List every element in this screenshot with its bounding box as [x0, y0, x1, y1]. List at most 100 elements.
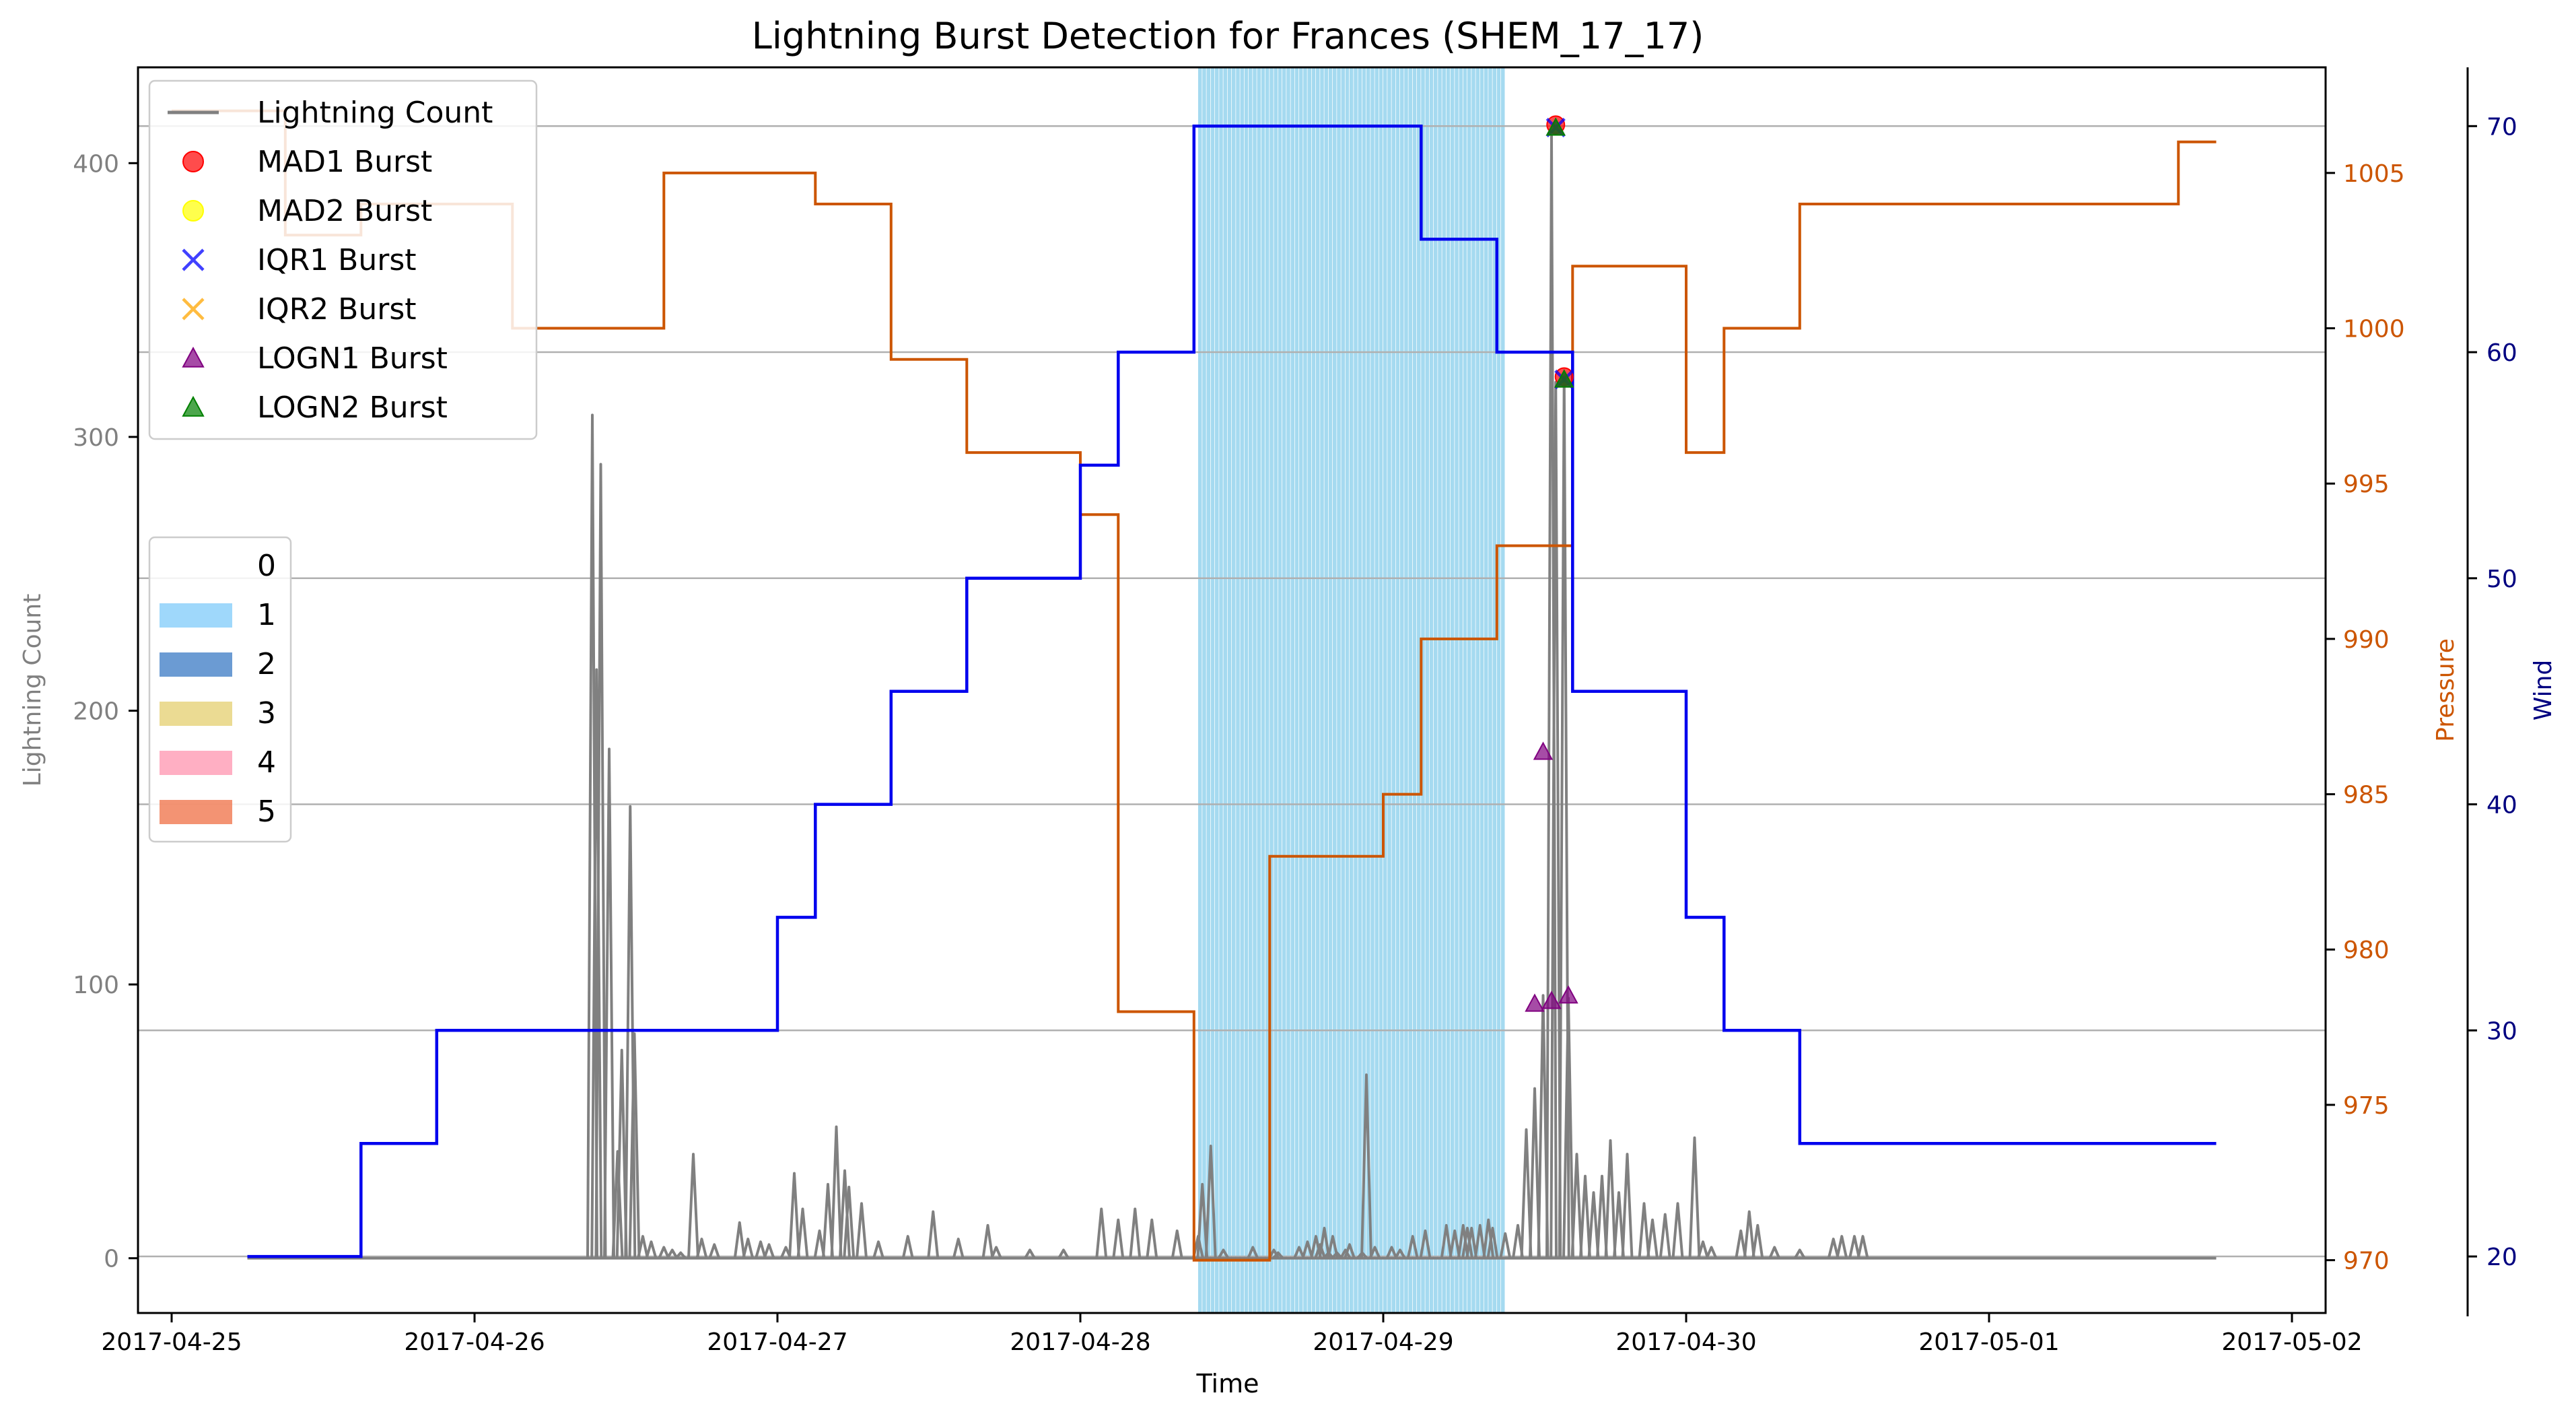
lightning-spike: [952, 1238, 965, 1259]
pressure-axis: 970 975 980 985 990 995 1000 1005: [2326, 160, 2405, 1275]
lightning-spike: [1671, 1202, 1684, 1258]
lightning-spike: [1499, 1232, 1512, 1259]
lightning-spike: [1129, 1207, 1142, 1258]
x-tick-label: 2017-05-02: [2221, 1328, 2362, 1356]
legend-label: MAD2 Burst: [257, 194, 432, 228]
lightning-axis-label: Lightning Count: [19, 594, 46, 787]
lightning-spike: [637, 1235, 649, 1259]
x-tick-label: 2017-04-25: [101, 1328, 242, 1356]
lightning-spike: [1529, 1087, 1541, 1258]
category-band-strip: [1294, 67, 1299, 1313]
lightning-spike: [594, 463, 607, 1258]
lightning-spike: [742, 1238, 755, 1259]
lightning-spike: [628, 1032, 641, 1258]
category-band-strip: [1374, 67, 1379, 1313]
category-band-strip: [1303, 67, 1307, 1313]
category-band-strip: [1480, 67, 1484, 1313]
lightning-spike: [1836, 1235, 1848, 1259]
category-label: 0: [257, 549, 276, 583]
pressure-tick-label: 990: [2343, 626, 2390, 654]
lightning-spike: [1394, 1248, 1406, 1259]
category-band-strip: [1278, 67, 1282, 1313]
category-band-strip: [1333, 67, 1337, 1313]
lightning-spike: [1272, 1251, 1284, 1259]
legend-marker-3: [182, 248, 205, 271]
lightning-spike: [856, 1202, 868, 1258]
lightning-spike: [1550, 380, 1562, 1258]
category-band-strip: [1366, 67, 1370, 1313]
category-band-strip: [1425, 67, 1429, 1313]
category-band-strip: [1223, 67, 1227, 1313]
lightning-spike: [788, 1172, 800, 1258]
category-band-strip: [1370, 67, 1374, 1313]
lightning-spike: [1339, 1248, 1352, 1259]
category-swatch: [160, 800, 232, 824]
lightning-spike: [1570, 1153, 1583, 1258]
lightning-spike: [822, 1182, 834, 1258]
lightning-spike: [1095, 1207, 1108, 1258]
lightning-spike: [843, 1185, 856, 1258]
legend-label: LOGN2 Burst: [257, 391, 448, 425]
lightning-spike: [1735, 1229, 1747, 1259]
lightning-spike: [1638, 1202, 1650, 1258]
lightning-spike: [1751, 1223, 1764, 1258]
pressure-axis-label: Pressure: [2432, 638, 2460, 742]
category-band-strip: [1240, 67, 1244, 1313]
category-band-strip: [1215, 67, 1219, 1313]
lightning-series: [247, 134, 2217, 1260]
lightning-spike: [1360, 1073, 1372, 1258]
lightning-spike: [1587, 1191, 1600, 1258]
category-band-strip: [1446, 67, 1451, 1313]
legend-label: Lightning Count: [257, 96, 493, 130]
lightning-spike: [611, 1150, 624, 1258]
category-band-strip: [1412, 67, 1417, 1313]
lightning-spike: [687, 1153, 699, 1258]
lightning-tick-label: 0: [104, 1246, 119, 1273]
legend-label: LOGN1 Burst: [257, 341, 448, 376]
lightning-spike: [1646, 1218, 1659, 1258]
wind-axis-label: Wind: [2530, 660, 2557, 720]
category-label: 5: [257, 795, 276, 829]
pressure-tick-label: 1000: [2343, 316, 2405, 343]
lightning-tick-label: 400: [73, 150, 119, 178]
logn1-burst-marker: [1558, 985, 1578, 1004]
plot-frame: [137, 66, 2327, 1314]
lightning-spike: [1743, 1210, 1755, 1258]
lightning-spike: [1314, 1243, 1327, 1259]
lightning-spike: [1301, 1240, 1314, 1259]
category-band-strip: [1227, 67, 1232, 1313]
lightning-axis: 0 100 200 300 400: [73, 150, 138, 1273]
category-legend: 0 1 2 3 4 5: [148, 536, 292, 843]
category-band-strip: [1354, 67, 1358, 1313]
x-tick-label: 2017-04-29: [1313, 1328, 1453, 1356]
lightning-spike: [1473, 1223, 1486, 1258]
lightning-spike: [590, 668, 603, 1258]
lightning-spike: [1659, 1213, 1671, 1258]
category-band-strip: [1316, 67, 1320, 1313]
category-band-strip: [1219, 67, 1223, 1313]
category-band-strip: [1475, 67, 1480, 1313]
lightning-spike: [1596, 1174, 1608, 1258]
lightning-spike: [1024, 1248, 1036, 1259]
category-swatch: [160, 652, 232, 677]
legend-label: IQR1 Burst: [257, 243, 417, 277]
category-band-strip: [1337, 67, 1341, 1313]
lightning-spike: [708, 1243, 721, 1259]
lightning-spike: [1057, 1248, 1070, 1259]
legend-marker-6: [182, 395, 205, 417]
lightning-spike: [1621, 1153, 1634, 1258]
category-band-strip: [1244, 67, 1249, 1313]
wind-line: [247, 125, 2217, 1258]
category-band-strip: [1488, 67, 1492, 1313]
x-tick-label: 2017-04-30: [1615, 1328, 1756, 1356]
category-band-strip: [1417, 67, 1421, 1313]
category-band-strip: [1387, 67, 1391, 1313]
category-band-strip: [1236, 67, 1240, 1313]
lightning-spike: [901, 1235, 914, 1259]
x-tick-label: 2017-05-01: [1918, 1328, 2059, 1356]
lightning-spike: [1449, 1229, 1461, 1259]
lightning-spike: [1794, 1248, 1806, 1259]
lightning-spike: [796, 1207, 809, 1258]
category-swatch: [160, 554, 232, 578]
category-band-strip: [1395, 67, 1400, 1313]
